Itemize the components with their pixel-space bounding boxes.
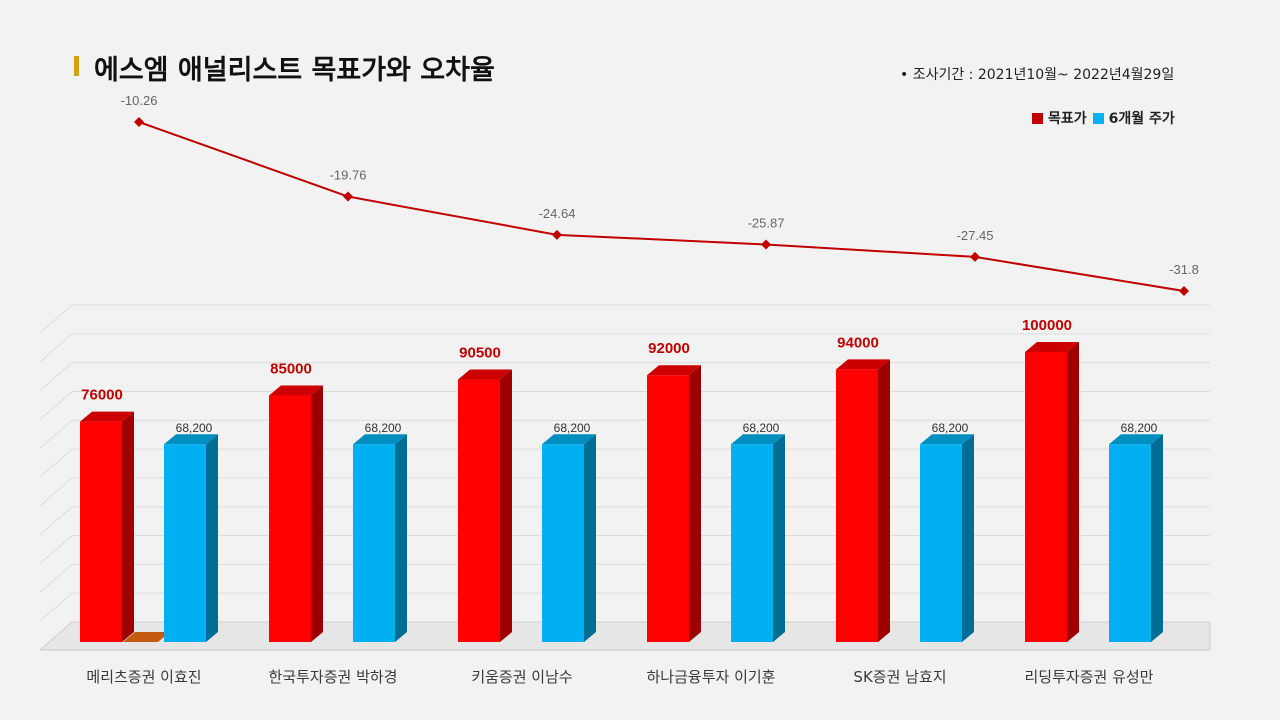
bar-side [878,359,890,642]
bar-target-price [836,369,878,642]
bar-stock-price [353,444,395,642]
survey-period: • 조사기간 : 2021년10월~ 2022년4월29일 [900,67,1175,83]
bar-top [269,385,323,396]
error-rate-point [1179,286,1189,296]
error-rate-label: -31.8 [1169,262,1199,277]
data-label-target: 100000 [1022,317,1072,334]
bar-top [920,434,974,445]
bar-stock-price [542,444,584,642]
gridline-side [39,419,73,449]
bar-side [206,434,218,642]
category-label: 한국투자증권 박하경 [269,668,398,686]
bar-side [311,385,323,642]
error-rate-label: -27.45 [957,228,994,243]
gridline-side [39,506,73,536]
bar-top [1025,342,1079,352]
bar-top [836,359,890,370]
bar-side [689,365,701,642]
gridline-side [39,362,73,392]
data-label-price: 68,200 [554,421,591,435]
bar-stock-price [164,444,206,642]
data-label-price: 68,200 [1121,421,1158,435]
bar-target-price [80,421,122,642]
bar-top [731,434,785,445]
bar-top [542,434,596,445]
error-rate-point [761,239,771,250]
bar-side [122,411,134,642]
error-rate-point [134,117,144,127]
data-label-price: 68,200 [176,421,213,435]
gridline-side [39,333,73,363]
chart-title: 에스엠 애널리스트 목표가와 오차율 [94,55,495,86]
bar-top [1109,434,1163,445]
error-rate-point [552,229,562,240]
bar-stock-price [731,444,773,642]
bar-target-price [458,379,500,642]
bar-target-price [647,375,689,642]
error-rate-label: -25.87 [748,215,785,230]
bar-target-price [269,395,311,642]
bar-top [353,434,407,445]
legend-swatch-target [1032,112,1043,124]
bar-side [1151,434,1163,642]
gridline-side [39,448,73,478]
data-label-target: 92000 [648,340,690,357]
data-label-target: 85000 [270,361,312,378]
bar-side [962,434,974,642]
bar-side [500,369,512,642]
bar-top [164,434,218,445]
category-label: 리딩투자증권 유성만 [1025,668,1154,686]
error-rate-line [138,121,1185,292]
bar-top [80,411,134,422]
error-rate-label: -24.64 [539,206,576,221]
data-label-price: 68,200 [932,421,969,435]
gridline-side [39,304,73,334]
legend: 목표가 6개월 주가 [1032,108,1181,128]
data-label-target: 76000 [81,387,123,404]
gridline-side [39,563,73,593]
data-label-price: 68,200 [365,421,402,435]
legend-swatch-price [1092,112,1104,124]
legend-item-target: 목표가 [1032,108,1087,128]
bar-stock-price [920,444,962,642]
error-rate-label: -10.26 [121,93,158,108]
bar-side [584,434,596,642]
error-rate-point [970,251,980,262]
category-label: 키움증권 이남수 [471,668,572,686]
bar-stock-price [1109,444,1151,642]
legend-label-target: 목표가 [1048,111,1087,127]
bar-side [773,434,785,642]
category-label: 메리츠증권 이효진 [86,668,201,686]
bar-target-price [1025,352,1067,642]
gridline-side [39,592,73,622]
gridline-side [39,535,73,564]
category-label: SK증권 남효지 [853,668,946,686]
error-rate-label: -19.76 [330,168,367,183]
bar-side [1067,342,1079,642]
floor-marker [123,632,170,642]
legend-label-price: 6개월 주가 [1108,111,1175,127]
data-label-price: 68,200 [743,421,780,435]
bar-top [458,369,512,380]
bar-top [647,365,701,376]
title-accent-bar [74,56,79,76]
data-label-target: 94000 [837,334,879,351]
category-label: 하나금융투자 이기훈 [647,668,776,686]
gridline-side [39,477,73,507]
data-label-target: 90500 [459,345,501,362]
error-rate-point [343,191,353,202]
gridline-side [39,391,73,420]
bar-side [395,434,407,642]
legend-item-price: 6개월 주가 [1092,108,1175,128]
